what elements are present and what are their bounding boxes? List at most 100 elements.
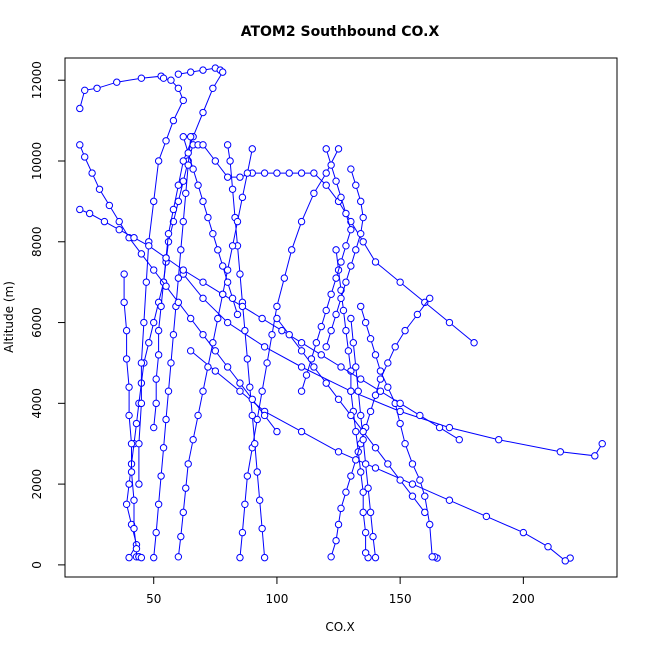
series-group	[76, 205, 463, 444]
data-point	[312, 339, 321, 347]
data-point	[115, 225, 123, 234]
data-point	[100, 217, 109, 226]
data-point	[177, 532, 185, 541]
data-point	[246, 383, 254, 391]
data-point	[297, 427, 306, 436]
data-point	[130, 234, 138, 242]
data-point	[174, 197, 183, 206]
data-point	[142, 278, 151, 286]
x-axis-label: CO.X	[325, 620, 354, 634]
data-point	[145, 339, 153, 347]
y-tick-label: 8000	[30, 226, 44, 257]
data-point	[260, 411, 269, 420]
data-point	[384, 359, 392, 367]
data-point	[384, 383, 392, 391]
data-point	[396, 278, 404, 286]
data-point	[243, 355, 252, 363]
data-point	[310, 363, 318, 371]
x-axis: 50 100 150 200	[146, 576, 535, 606]
data-point	[243, 472, 252, 480]
y-tick-label: 2000	[30, 469, 44, 500]
data-point	[157, 472, 165, 480]
data-point	[359, 508, 367, 517]
data-point	[132, 545, 141, 553]
data-point	[260, 343, 269, 351]
data-point	[285, 169, 293, 177]
data-point	[332, 274, 340, 282]
data-point	[76, 205, 84, 214]
data-point	[258, 524, 266, 533]
data-point	[352, 427, 360, 436]
data-point	[81, 153, 89, 161]
data-point	[226, 157, 234, 165]
data-point	[211, 347, 220, 355]
y-tick-label: 12000	[30, 61, 44, 99]
data-point	[339, 306, 348, 315]
data-point	[214, 246, 222, 254]
data-point	[241, 500, 249, 508]
data-point	[211, 367, 220, 375]
data-point	[199, 141, 207, 149]
data-point	[376, 375, 385, 383]
data-point	[470, 339, 478, 347]
data-point	[159, 74, 168, 82]
data-point	[125, 553, 133, 562]
data-point	[416, 476, 424, 484]
data-point	[342, 209, 350, 218]
data-point	[401, 326, 409, 335]
data-point	[184, 149, 192, 157]
data-point	[76, 104, 84, 113]
data-point	[322, 379, 330, 387]
series-line	[79, 75, 184, 485]
data-point	[337, 294, 345, 303]
data-point	[297, 217, 306, 226]
series-group	[357, 302, 441, 562]
data-point	[322, 145, 330, 153]
data-point	[366, 508, 375, 517]
data-point	[113, 78, 121, 86]
data-point	[120, 270, 128, 278]
data-point	[371, 464, 380, 472]
data-point	[223, 278, 232, 286]
data-point	[426, 294, 434, 303]
series-line	[360, 306, 438, 559]
data-point	[137, 553, 146, 562]
data-point	[127, 440, 136, 448]
data-point	[228, 242, 237, 250]
data-point	[361, 549, 370, 557]
data-point	[332, 177, 340, 185]
data-point	[105, 201, 114, 210]
series-group	[327, 294, 434, 561]
data-point	[408, 492, 417, 500]
data-point	[238, 193, 247, 202]
data-point	[359, 488, 367, 496]
data-point	[334, 520, 343, 529]
data-point	[159, 444, 168, 452]
y-tick-label: 4000	[30, 388, 44, 419]
data-point	[371, 351, 380, 359]
data-point	[556, 448, 565, 456]
series-group	[332, 246, 372, 562]
series-group	[174, 145, 256, 561]
data-point	[169, 330, 178, 339]
series-line	[153, 136, 192, 558]
data-point	[248, 395, 256, 403]
data-point	[357, 302, 365, 311]
data-point	[179, 508, 187, 517]
data-point	[186, 68, 195, 76]
data-point	[327, 161, 335, 169]
data-point	[152, 375, 160, 383]
data-point	[223, 141, 232, 149]
data-point	[413, 310, 422, 319]
data-point	[354, 387, 362, 395]
data-point	[253, 468, 261, 476]
data-point	[396, 399, 404, 408]
data-point	[233, 217, 242, 226]
data-point	[307, 355, 316, 363]
data-point	[95, 185, 104, 193]
x-tick-label: 50	[146, 592, 161, 606]
series-group	[120, 270, 146, 562]
x-tick-label: 100	[265, 592, 288, 606]
data-point	[140, 318, 148, 327]
data-point	[435, 423, 444, 432]
